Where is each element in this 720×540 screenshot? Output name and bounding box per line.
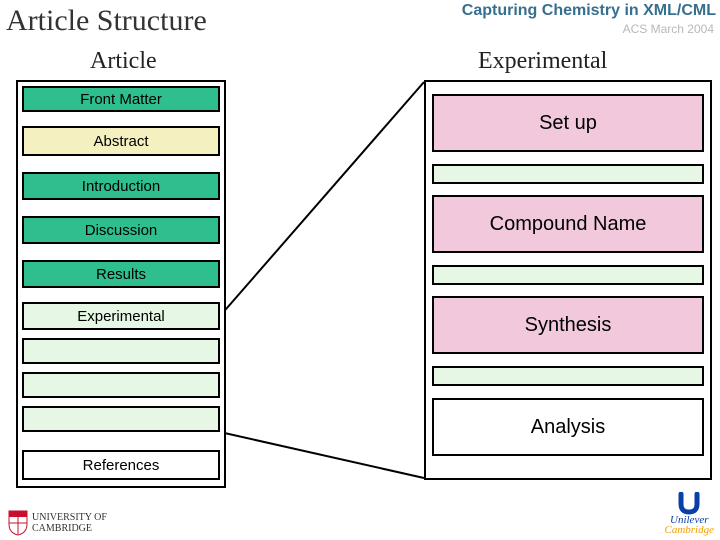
left-item-1: Abstract xyxy=(22,126,220,156)
right-item-6: Analysis xyxy=(432,398,704,456)
left-item-5: Experimental xyxy=(22,302,220,330)
left-item-2: Introduction xyxy=(22,172,220,200)
footer-uni-line2: CAMBRIDGE xyxy=(32,523,107,534)
right-item-3 xyxy=(432,265,704,285)
footer-right-bottom: Cambridge xyxy=(665,524,715,536)
left-item-9: References xyxy=(22,450,220,480)
right-column-title: Experimental xyxy=(478,48,607,75)
right-item-5 xyxy=(432,366,704,386)
right-item-4: Synthesis xyxy=(432,296,704,354)
right-item-0: Set up xyxy=(432,94,704,152)
footer-left-logo: UNIVERSITY OF CAMBRIDGE xyxy=(8,510,107,536)
left-item-6 xyxy=(22,338,220,364)
cambridge-shield-icon xyxy=(8,510,28,536)
header-right-title: Capturing Chemistry in XML/CML xyxy=(462,2,716,20)
left-item-7 xyxy=(22,372,220,398)
left-item-4: Results xyxy=(22,260,220,288)
unilever-u-icon xyxy=(675,492,703,516)
left-column-title: Article xyxy=(90,48,157,75)
header-right-sub: ACS March 2004 xyxy=(623,22,714,36)
left-item-0: Front Matter xyxy=(22,86,220,112)
right-item-1 xyxy=(432,164,704,184)
footer-right-logo: Unilever Cambridge xyxy=(665,492,715,536)
left-item-8 xyxy=(22,406,220,432)
left-item-3: Discussion xyxy=(22,216,220,244)
page-title: Article Structure xyxy=(6,4,207,38)
right-item-2: Compound Name xyxy=(432,195,704,253)
footer-uni-line1: UNIVERSITY OF xyxy=(32,512,107,523)
